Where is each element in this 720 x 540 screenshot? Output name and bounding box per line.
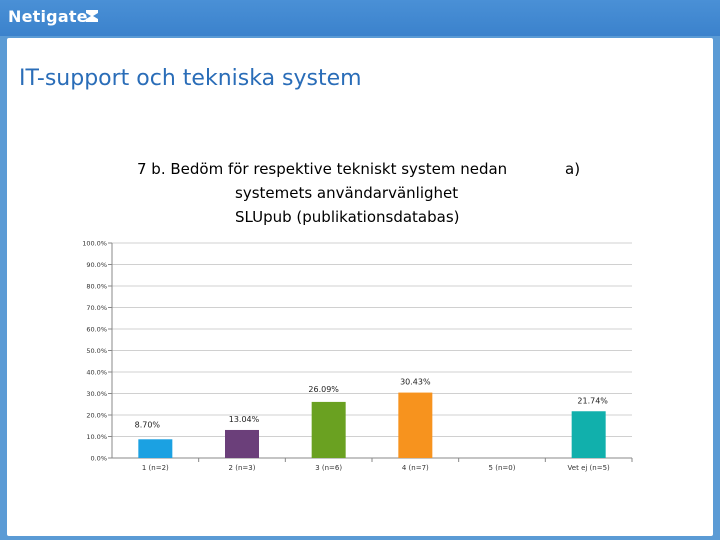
y-tick-label: 70.0% (86, 304, 107, 312)
data-label: 26.09% (308, 385, 339, 394)
x-category-label: Vet ej (n=5) (568, 464, 610, 472)
y-tick-label: 50.0% (86, 347, 107, 355)
x-category-label: 2 (n=3) (229, 464, 256, 472)
chart-title-line-2: systemets användarvänlighet (235, 184, 459, 202)
data-label: 8.70% (135, 420, 161, 429)
y-tick-label: 90.0% (86, 261, 107, 269)
y-tick-label: 0.0% (90, 455, 107, 463)
bar (225, 429, 259, 458)
bar (138, 439, 173, 458)
y-tick-label: 30.0% (86, 390, 107, 398)
netigate-logo-icon (86, 10, 98, 22)
data-label: 13.04% (229, 415, 260, 424)
page-title: IT-support och tekniska system (19, 66, 362, 91)
bar (398, 392, 433, 458)
x-category-label: 4 (n=7) (402, 464, 429, 472)
data-label: 30.43% (400, 378, 431, 387)
y-tick-label: 10.0% (86, 433, 107, 441)
data-label: 21.74% (577, 396, 608, 405)
bar (311, 401, 346, 458)
y-tick-label: 80.0% (86, 283, 107, 291)
y-tick-label: 40.0% (86, 369, 107, 377)
x-category-label: 1 (n=2) (142, 464, 169, 472)
chart-title-suffix: a) (565, 160, 581, 178)
bar (571, 411, 606, 458)
x-category-label: 5 (n=0) (489, 464, 516, 472)
y-tick-label: 20.0% (86, 412, 107, 420)
chart-title-line-1: 7 b. Bedöm för respektive tekniskt syste… (137, 160, 508, 178)
y-tick-label: 100.0% (82, 240, 107, 248)
y-tick-label: 60.0% (86, 326, 107, 334)
x-category-label: 3 (n=6) (315, 464, 342, 472)
top-bar: Netigate (0, 0, 720, 36)
netigate-logo: Netigate (8, 7, 88, 26)
chart-title-line-3: SLUpub (publikationsdatabas) (235, 208, 460, 226)
